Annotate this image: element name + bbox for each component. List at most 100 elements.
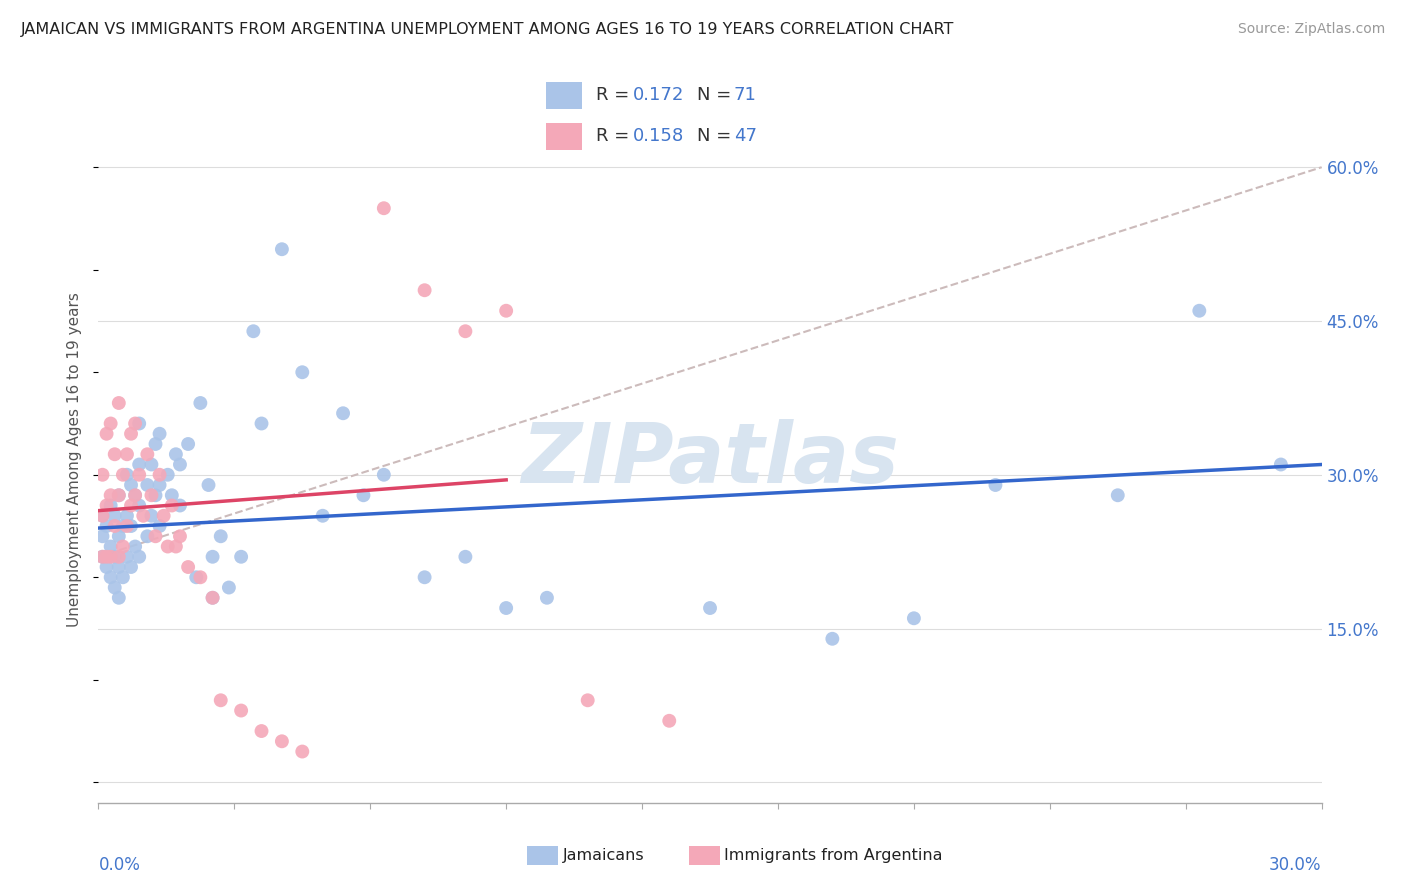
Point xyxy=(108,488,131,502)
Point xyxy=(100,499,122,513)
Point xyxy=(136,478,159,492)
Point xyxy=(165,447,187,461)
Point xyxy=(188,396,212,410)
Point xyxy=(91,467,114,482)
Text: Jamaicans: Jamaicans xyxy=(562,848,644,863)
Point xyxy=(413,570,436,584)
Point xyxy=(120,478,142,492)
Text: N =: N = xyxy=(697,128,737,145)
Point xyxy=(91,549,114,564)
Point xyxy=(149,426,172,441)
Point xyxy=(250,417,273,431)
Point xyxy=(270,734,294,748)
Text: R =: R = xyxy=(596,87,636,104)
Point xyxy=(312,508,335,523)
Text: R =: R = xyxy=(596,128,636,145)
Point xyxy=(108,549,131,564)
Point xyxy=(108,529,131,543)
Point xyxy=(100,549,122,564)
Point xyxy=(332,406,354,420)
Point xyxy=(149,478,172,492)
Point xyxy=(115,508,138,523)
Point xyxy=(141,458,163,472)
Point xyxy=(136,529,159,543)
Point xyxy=(104,581,127,595)
Point xyxy=(104,549,127,564)
Point xyxy=(111,570,134,584)
Point xyxy=(128,499,150,513)
Point xyxy=(149,519,172,533)
Point xyxy=(141,488,163,502)
Point xyxy=(373,201,395,215)
Text: 0.0%: 0.0% xyxy=(98,856,141,874)
Point xyxy=(100,540,122,554)
Point xyxy=(100,488,122,502)
Point xyxy=(96,560,118,574)
Point xyxy=(104,508,127,523)
Point xyxy=(177,560,200,574)
Point xyxy=(111,467,134,482)
Text: JAMAICAN VS IMMIGRANTS FROM ARGENTINA UNEMPLOYMENT AMONG AGES 16 TO 19 YEARS COR: JAMAICAN VS IMMIGRANTS FROM ARGENTINA UN… xyxy=(21,22,955,37)
Point xyxy=(373,467,395,482)
Point xyxy=(141,508,163,523)
Point xyxy=(1188,303,1211,318)
Point xyxy=(186,570,208,584)
Point xyxy=(413,283,436,297)
Point xyxy=(658,714,681,728)
Point xyxy=(699,601,721,615)
Point xyxy=(115,467,138,482)
Point xyxy=(242,324,264,338)
Point xyxy=(100,570,122,584)
Point xyxy=(231,704,253,718)
Text: Source: ZipAtlas.com: Source: ZipAtlas.com xyxy=(1237,22,1385,37)
Point xyxy=(108,396,131,410)
Point xyxy=(96,499,118,513)
Point xyxy=(115,549,138,564)
Point xyxy=(136,447,159,461)
Point xyxy=(91,508,114,523)
Point xyxy=(91,508,114,523)
Point xyxy=(231,549,253,564)
Point xyxy=(91,529,114,543)
Text: Immigrants from Argentina: Immigrants from Argentina xyxy=(724,848,942,863)
Point xyxy=(201,591,224,605)
Point xyxy=(128,549,150,564)
Text: 71: 71 xyxy=(734,87,756,104)
Point xyxy=(495,303,517,318)
Bar xyxy=(546,82,582,109)
Point xyxy=(120,519,142,533)
Point xyxy=(149,467,172,482)
Point xyxy=(145,437,167,451)
Point xyxy=(188,570,212,584)
Text: 30.0%: 30.0% xyxy=(1270,856,1322,874)
Point xyxy=(111,519,134,533)
Point xyxy=(96,426,118,441)
Point xyxy=(169,529,191,543)
Text: 0.172: 0.172 xyxy=(633,87,685,104)
Point xyxy=(1107,488,1129,502)
Point xyxy=(821,632,844,646)
Point xyxy=(177,437,200,451)
Point xyxy=(104,519,127,533)
Point xyxy=(145,529,167,543)
Point xyxy=(120,499,142,513)
Point xyxy=(115,519,138,533)
Bar xyxy=(546,123,582,150)
Point xyxy=(156,540,179,554)
Point xyxy=(903,611,925,625)
Point xyxy=(115,447,138,461)
Point xyxy=(128,417,150,431)
Point xyxy=(201,549,224,564)
Point xyxy=(218,581,240,595)
Point xyxy=(104,447,127,461)
Point xyxy=(108,488,131,502)
Point xyxy=(91,549,114,564)
Point xyxy=(96,549,118,564)
Point xyxy=(128,458,150,472)
Text: N =: N = xyxy=(697,87,737,104)
Text: 47: 47 xyxy=(734,128,756,145)
Point xyxy=(160,499,183,513)
Point xyxy=(108,560,131,574)
Point xyxy=(160,488,183,502)
Point xyxy=(120,426,142,441)
